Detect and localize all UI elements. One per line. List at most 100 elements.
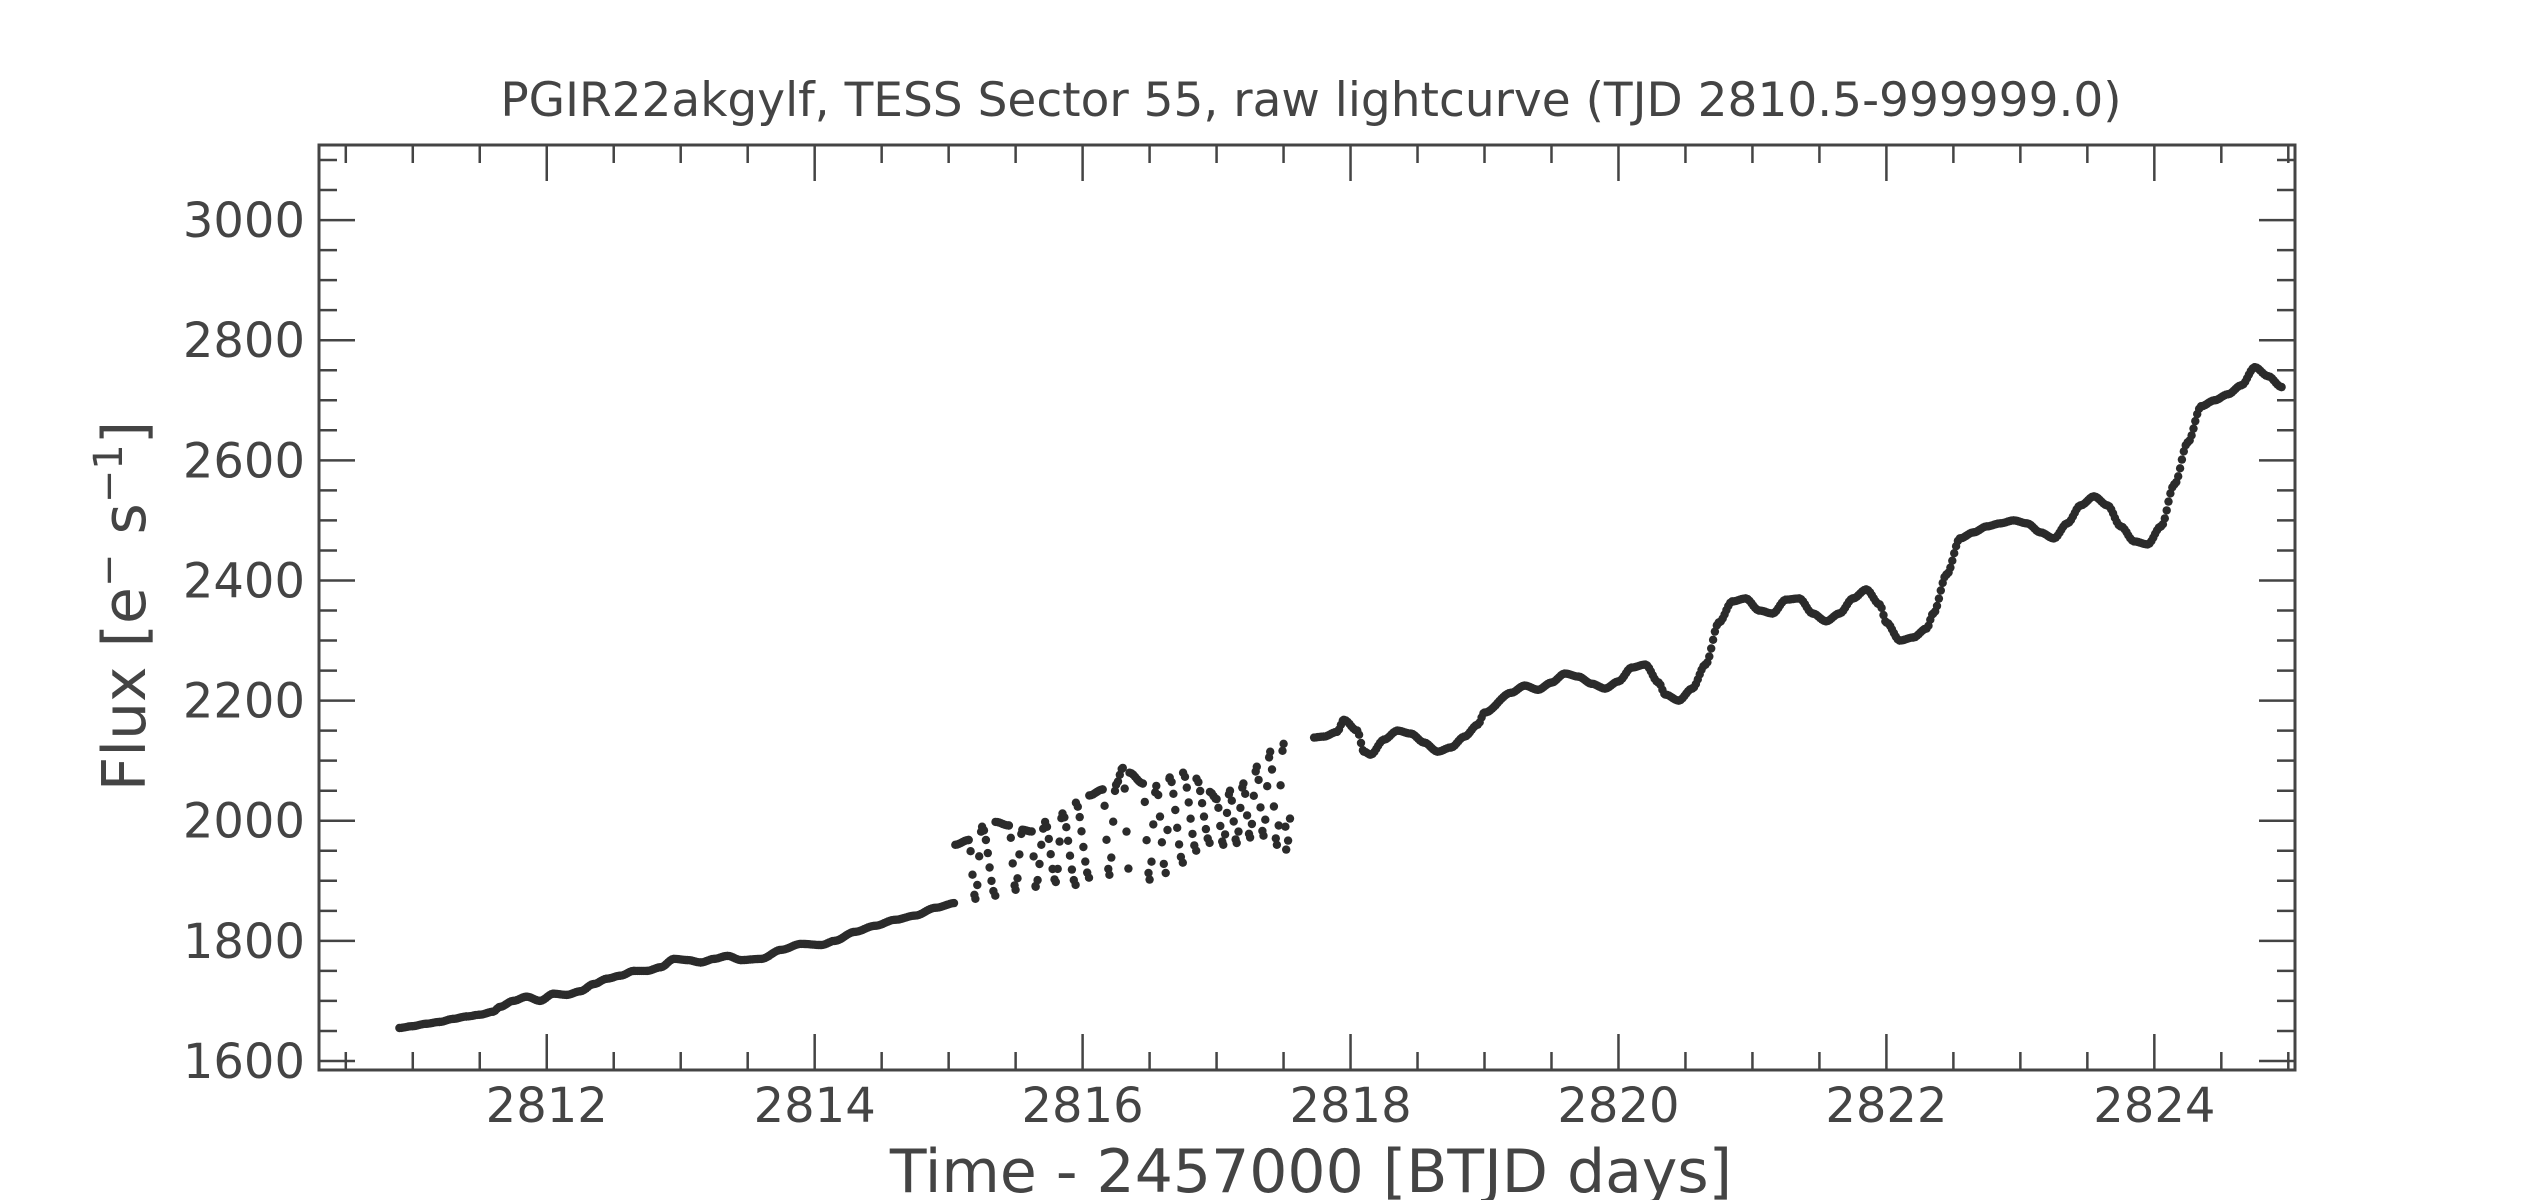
data-point xyxy=(1081,857,1090,866)
data-point xyxy=(1163,825,1172,835)
data-point xyxy=(1180,772,1190,781)
data-point xyxy=(1105,870,1114,879)
data-point xyxy=(2164,497,2173,506)
data-point xyxy=(964,835,973,845)
data-points-layer xyxy=(395,363,2286,1033)
data-point xyxy=(1225,786,1235,795)
x-tick-label: 2822 xyxy=(1825,1078,1947,1134)
data-point xyxy=(1354,730,1364,739)
data-point xyxy=(1042,822,1052,831)
data-point xyxy=(1035,859,1044,869)
data-point xyxy=(1171,805,1180,815)
data-point xyxy=(2175,464,2185,473)
data-point xyxy=(1214,803,1223,812)
data-point xyxy=(1201,824,1211,834)
data-point xyxy=(973,880,982,890)
data-point xyxy=(1079,842,1088,852)
data-point xyxy=(1051,877,1061,887)
y-axis-label-mid: s xyxy=(90,503,160,553)
data-point xyxy=(1184,798,1193,807)
data-point xyxy=(987,876,996,886)
y-axis-label-sup2: −1 xyxy=(86,444,132,503)
data-point xyxy=(1282,845,1291,854)
data-point xyxy=(1946,563,1955,572)
data-point xyxy=(979,826,989,835)
data-point xyxy=(1239,779,1248,788)
x-tick-label: 2816 xyxy=(1022,1078,1144,1134)
y-tick-label: 2200 xyxy=(183,674,305,730)
plot-frame xyxy=(317,143,2297,1072)
data-point xyxy=(1259,831,1268,840)
data-point xyxy=(1149,820,1158,829)
data-point xyxy=(1044,834,1054,844)
data-point xyxy=(1013,874,1022,883)
y-tick-label: 1600 xyxy=(183,1034,305,1090)
data-point xyxy=(1705,652,1714,661)
data-point xyxy=(1159,859,1169,869)
data-point xyxy=(1053,864,1062,874)
data-point xyxy=(1107,853,1116,862)
data-point xyxy=(1279,739,1288,748)
data-point xyxy=(1197,799,1207,808)
data-point xyxy=(1186,814,1195,823)
y-axis-label-end: ] xyxy=(90,421,160,444)
data-point xyxy=(1031,882,1040,891)
data-point xyxy=(1029,852,1038,861)
data-point xyxy=(1113,777,1123,786)
x-tick-label: 2814 xyxy=(754,1078,876,1134)
data-point xyxy=(1110,786,1120,796)
data-point xyxy=(968,870,977,879)
data-point xyxy=(1015,850,1024,859)
y-axis-label-main: Flux [e xyxy=(90,587,160,791)
data-point xyxy=(1145,875,1154,884)
data-point xyxy=(975,852,984,861)
data-point xyxy=(971,894,980,903)
data-point xyxy=(1073,802,1083,811)
data-point xyxy=(1173,823,1182,832)
y-tick-label: 2600 xyxy=(183,433,305,489)
data-point xyxy=(1192,846,1201,855)
data-point xyxy=(1194,777,1203,787)
data-point xyxy=(1234,827,1243,836)
data-point xyxy=(1274,821,1283,830)
data-point xyxy=(1229,817,1238,826)
data-point xyxy=(1216,821,1225,831)
data-point xyxy=(1011,885,1020,894)
data-point xyxy=(1065,851,1075,860)
data-point xyxy=(1252,762,1262,771)
data-point xyxy=(1109,817,1118,826)
data-point xyxy=(1084,873,1094,882)
data-point xyxy=(1267,765,1277,774)
y-tick-label: 1800 xyxy=(183,914,305,970)
data-point xyxy=(1155,812,1165,821)
data-point xyxy=(2189,424,2198,433)
data-point xyxy=(1004,821,1014,830)
y-tick-label: 2400 xyxy=(183,553,305,609)
data-point xyxy=(981,835,991,845)
data-point xyxy=(1182,783,1192,792)
data-point xyxy=(1062,823,1071,832)
x-tick-label: 2820 xyxy=(1557,1078,1679,1134)
data-point xyxy=(1144,868,1153,878)
data-point xyxy=(985,863,994,872)
data-point xyxy=(2162,506,2171,515)
data-point xyxy=(1199,812,1209,821)
data-point xyxy=(1033,875,1042,885)
data-point xyxy=(1205,838,1214,848)
data-point xyxy=(1027,827,1036,836)
data-point xyxy=(1708,635,1718,644)
data-point xyxy=(1122,827,1131,836)
data-point xyxy=(1188,829,1197,839)
data-point xyxy=(1037,840,1046,849)
data-point xyxy=(1281,822,1290,831)
data-point xyxy=(1161,868,1170,878)
data-point xyxy=(1060,813,1069,822)
data-point xyxy=(983,848,992,858)
data-point xyxy=(1174,840,1184,849)
data-point xyxy=(2187,431,2196,440)
chart-title: PGIR22akgylf, TESS Sector 55, raw lightc… xyxy=(500,73,2121,128)
data-point xyxy=(1118,763,1128,773)
data-point xyxy=(1075,812,1084,822)
data-point xyxy=(1196,786,1205,796)
